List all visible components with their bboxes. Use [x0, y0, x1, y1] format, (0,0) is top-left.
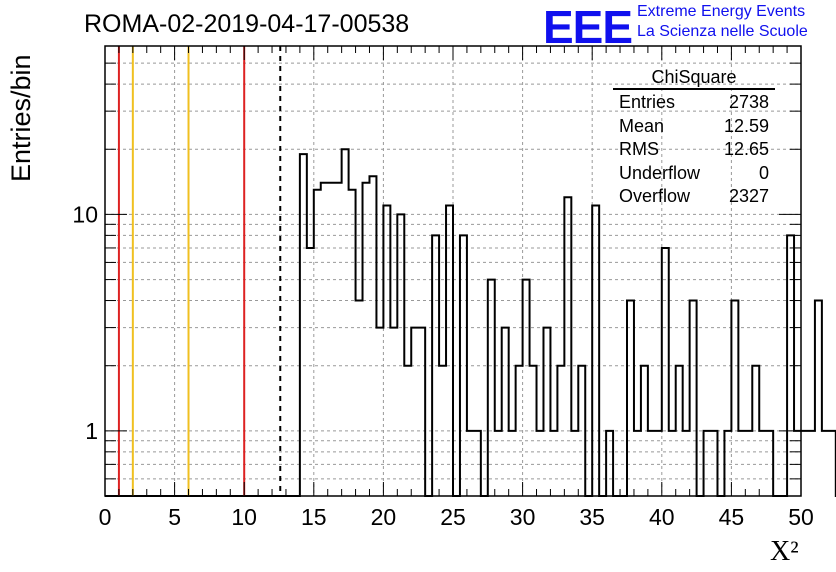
logo-line-2: La Scienza nelle Scuole — [637, 23, 808, 40]
histogram-series — [105, 148, 836, 497]
x-tick-label: 50 — [788, 504, 814, 530]
stats-row-underflow: Underflow 0 — [611, 162, 777, 186]
stats-value: 2738 — [728, 92, 769, 112]
stats-box: ChiSquare Entries 2738 Mean 12.59 RMS 12… — [611, 66, 777, 209]
stats-row-overflow: Overflow 2327 — [611, 185, 777, 209]
x-tick-label: 10 — [231, 504, 257, 530]
stats-row-entries: Entries 2738 — [611, 91, 777, 115]
stats-label: Underflow — [619, 162, 701, 183]
x-axis-label: X² — [770, 536, 799, 567]
x-tick-label: 30 — [510, 504, 536, 530]
stats-value: 12.65 — [723, 139, 769, 159]
stats-label: RMS — [619, 139, 659, 159]
stats-row-rms: RMS 12.65 — [611, 138, 777, 162]
x-tick-label: 5 — [168, 504, 181, 530]
stats-label: Mean — [619, 115, 665, 136]
stats-value: 12.59 — [723, 115, 769, 136]
x-tick-label: 0 — [99, 504, 112, 530]
stats-box-title: ChiSquare — [613, 66, 775, 90]
x-tick-label: 15 — [301, 504, 327, 530]
stats-value: 0 — [758, 162, 769, 183]
y-tick-label: 10 — [72, 201, 98, 227]
stats-label: Entries — [619, 92, 676, 112]
y-axis-label: Entries/bin — [6, 54, 36, 182]
x-tick-label: 40 — [649, 504, 675, 530]
stats-row-mean: Mean 12.59 — [611, 115, 777, 139]
eee-logo: EEE — [543, 1, 633, 53]
chart-title: ROMA-02-2019-04-17-00538 — [84, 10, 410, 38]
y-tick-label: 1 — [85, 418, 98, 444]
logo-line-1: Extreme Energy Events — [637, 3, 806, 20]
stats-label: Overflow — [619, 186, 691, 206]
x-tick-label: 20 — [371, 504, 397, 530]
x-tick-label: 45 — [719, 504, 745, 530]
x-tick-label: 25 — [440, 504, 466, 530]
x-tick-label: 35 — [579, 504, 605, 530]
stats-value: 2327 — [728, 186, 769, 206]
